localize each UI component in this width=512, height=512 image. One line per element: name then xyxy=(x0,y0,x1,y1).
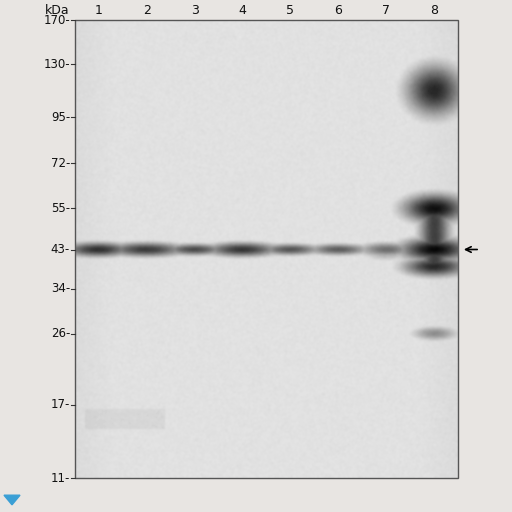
Text: 17-: 17- xyxy=(51,398,70,411)
Bar xyxy=(75,20,458,478)
Text: 4: 4 xyxy=(239,4,246,16)
Polygon shape xyxy=(4,495,20,505)
Text: 7: 7 xyxy=(382,4,390,16)
Text: 5: 5 xyxy=(286,4,294,16)
Text: 3: 3 xyxy=(191,4,199,16)
Text: 43-: 43- xyxy=(51,243,70,256)
Text: 170-: 170- xyxy=(43,13,70,27)
Text: 26-: 26- xyxy=(51,327,70,340)
Text: 34-: 34- xyxy=(51,282,70,295)
Text: 1: 1 xyxy=(95,4,103,16)
Text: 95-: 95- xyxy=(51,111,70,124)
Text: 55-: 55- xyxy=(51,202,70,215)
Text: 6: 6 xyxy=(334,4,342,16)
Text: 8: 8 xyxy=(430,4,438,16)
Text: 130-: 130- xyxy=(44,57,70,71)
Text: kDa: kDa xyxy=(46,4,70,16)
Text: 11-: 11- xyxy=(51,472,70,484)
Text: 72-: 72- xyxy=(51,157,70,170)
Text: 2: 2 xyxy=(143,4,151,16)
